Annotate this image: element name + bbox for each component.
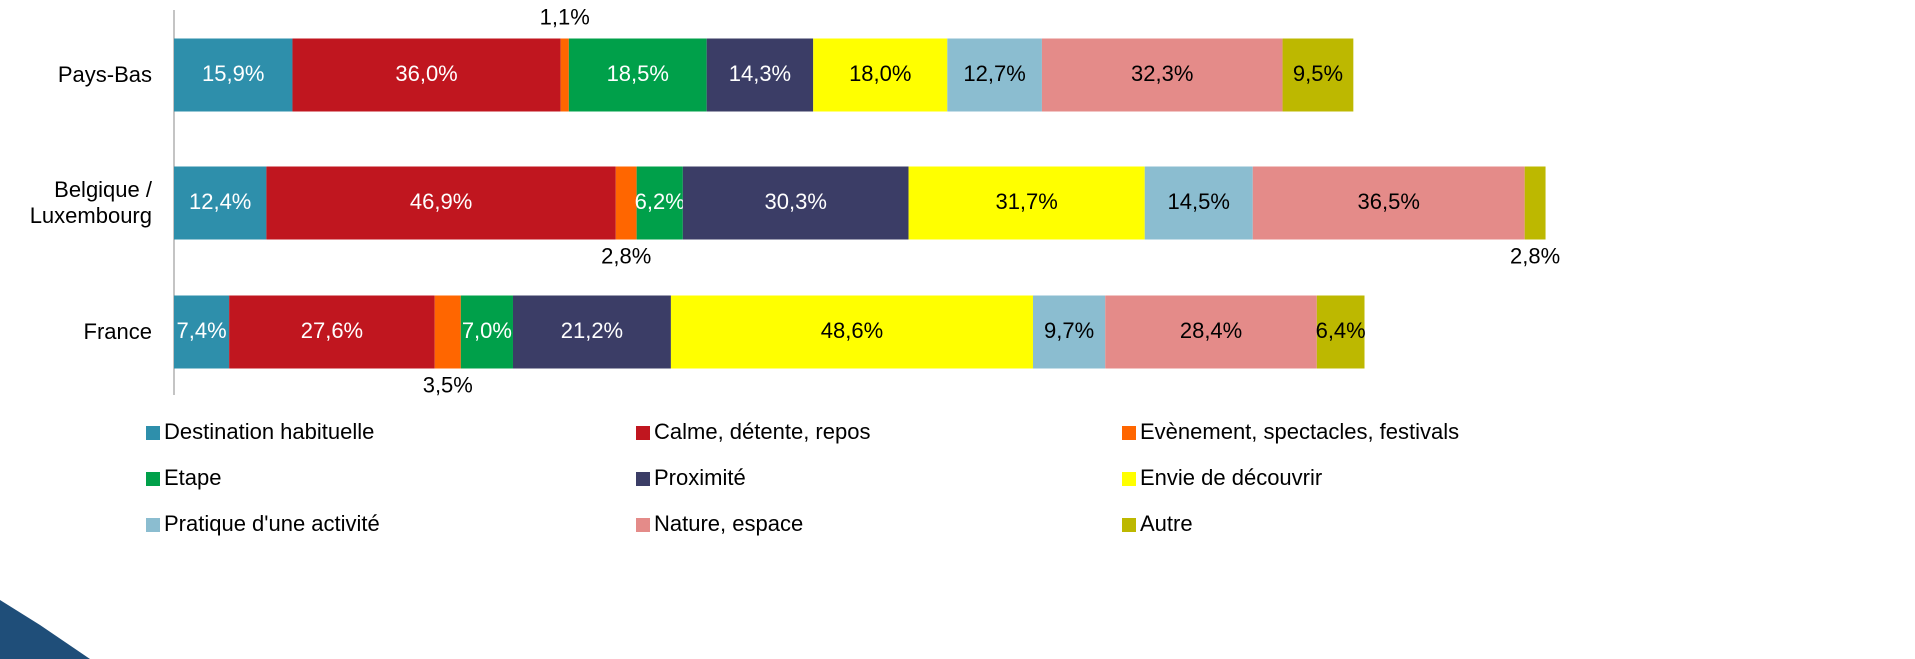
bar-segment: [266, 166, 616, 240]
bar-segment: [560, 38, 569, 112]
data-label: 2,8%: [1510, 243, 1560, 268]
bar-segment: [706, 38, 814, 112]
data-label: 18,0%: [849, 61, 911, 86]
bar-segment: [1252, 166, 1525, 240]
data-label: 6,2%: [635, 189, 685, 214]
bar-segment: [174, 166, 267, 240]
data-label: 14,5%: [1168, 189, 1230, 214]
bar-segment: [813, 38, 948, 112]
data-label: 46,9%: [410, 189, 472, 214]
legend-label: Pratique d'une activité: [164, 511, 380, 536]
bar-segment: [174, 38, 293, 112]
legend-swatch: [636, 472, 650, 486]
legend-label: Calme, détente, repos: [654, 419, 870, 444]
bar-segment: [636, 166, 683, 240]
legend-label: Autre: [1140, 511, 1193, 536]
legend-label: Nature, espace: [654, 511, 803, 536]
data-label: 6,4%: [1316, 318, 1366, 343]
data-label: 18,5%: [607, 61, 669, 86]
data-label: 36,0%: [395, 61, 457, 86]
bar-segment: [568, 38, 707, 112]
data-label: 7,4%: [176, 318, 226, 343]
legend-swatch: [146, 518, 160, 532]
data-label: 1,1%: [540, 4, 590, 29]
data-label: 2,8%: [601, 243, 651, 268]
bar-segment: [1041, 38, 1283, 112]
bar-segment: [229, 295, 435, 369]
data-label: 14,3%: [729, 61, 791, 86]
category-label: France: [83, 319, 152, 344]
category-label: Belgique / Luxembourg: [29, 177, 152, 228]
bar-segment: [1282, 38, 1354, 112]
legend-label: Destination habituelle: [164, 419, 374, 444]
data-label: 7,0%: [462, 318, 512, 343]
data-label: 9,5%: [1293, 61, 1343, 86]
data-label: 12,4%: [189, 189, 251, 214]
data-label: 21,2%: [561, 318, 623, 343]
legend-swatch: [1122, 426, 1136, 440]
bar-segment: [434, 295, 461, 369]
bar-segment: [682, 166, 909, 240]
data-label: 28,4%: [1180, 318, 1242, 343]
bar-segment: [615, 166, 637, 240]
data-label: 9,7%: [1044, 318, 1094, 343]
legend-label: Envie de découvrir: [1140, 465, 1322, 490]
bar-segment: [1316, 295, 1365, 369]
data-label: 12,7%: [963, 61, 1025, 86]
data-label: 48,6%: [821, 318, 883, 343]
bar-segment: [512, 295, 671, 369]
legend-swatch: [636, 518, 650, 532]
data-label: 31,7%: [995, 189, 1057, 214]
data-label: 36,5%: [1358, 189, 1420, 214]
bar-segment: [1105, 295, 1317, 369]
legend-swatch: [1122, 518, 1136, 532]
legend-label: Proximité: [654, 465, 746, 490]
bar-segment: [292, 38, 561, 112]
data-label: 30,3%: [765, 189, 827, 214]
data-label: 15,9%: [202, 61, 264, 86]
data-label: 27,6%: [301, 318, 363, 343]
legend-label: Evènement, spectacles, festivals: [1140, 419, 1459, 444]
bar-segment: [1032, 295, 1106, 369]
legend-swatch: [636, 426, 650, 440]
legend-swatch: [146, 426, 160, 440]
bar-segment: [670, 295, 1033, 369]
data-label: 32,3%: [1131, 61, 1193, 86]
bar-segment: [1144, 166, 1253, 240]
bar-segment: [908, 166, 1145, 240]
legend-swatch: [1122, 472, 1136, 486]
category-label: Pays-Bas: [57, 62, 152, 87]
legend-swatch: [146, 472, 160, 486]
data-label: 3,5%: [423, 372, 473, 397]
decoration: [0, 600, 90, 659]
bar-segment: [460, 295, 513, 369]
bar-segment: [174, 295, 230, 369]
legend-label: Etape: [164, 465, 222, 490]
bar-segment: [1524, 166, 1546, 240]
bar-segment: [947, 38, 1042, 112]
